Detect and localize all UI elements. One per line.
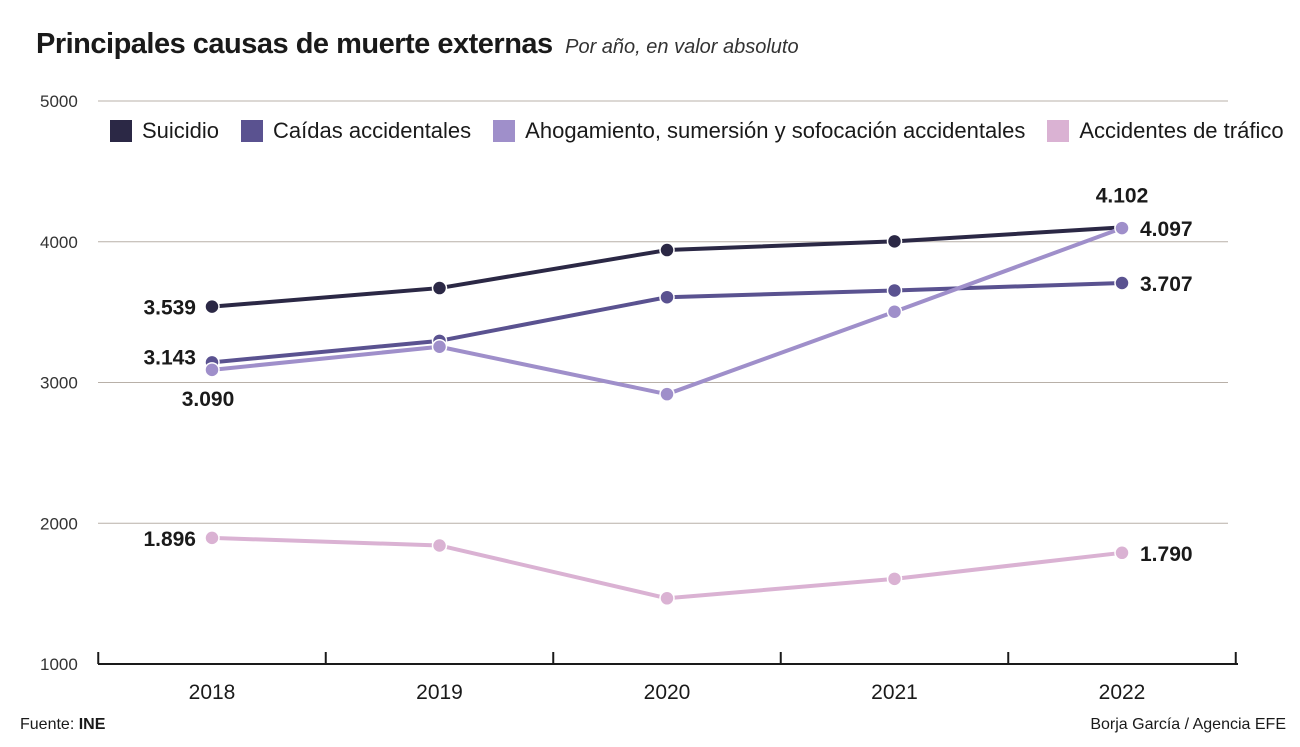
data-point-3-1: [431, 537, 448, 554]
data-label-2-0: 3.090: [182, 388, 235, 411]
source-label: Fuente:: [20, 716, 75, 733]
data-label-1-4: 3.707: [1140, 273, 1193, 296]
series-3: [204, 530, 1130, 607]
data-point-2-0: [204, 362, 220, 378]
data-point-1-2: [659, 289, 675, 305]
source-note: Fuente: INE: [20, 716, 105, 734]
data-point-0-1: [431, 280, 448, 296]
y-tick-label-2000: 2000: [40, 514, 78, 533]
legend-swatch-3: [1047, 120, 1070, 142]
credit-note: Borja García / Agencia EFE: [1090, 716, 1286, 733]
data-point-0-2: [659, 242, 675, 258]
data-point-1-4: [1114, 275, 1130, 291]
legend-swatch-0: [110, 120, 132, 142]
data-point-2-1: [431, 338, 448, 355]
legend: Suicidio Caídas accidentales Ahogamiento, …: [110, 118, 1300, 144]
y-tick-label-1000: 1000: [40, 655, 78, 674]
label-layer: 3.539 4.102 3.143 3.707 3.090 4.097 1.896 1.790: [143, 184, 1192, 565]
series-line-3: [211, 535, 1123, 601]
y-tick-label-3000: 3000: [40, 374, 78, 393]
legend-label-0: Suicidio: [142, 118, 220, 143]
legend-label-1: Caídas accidentales: [273, 118, 472, 143]
y-tick-label-4000: 4000: [40, 233, 78, 252]
legend-label-2: Ahogamiento, sumersión y sofocación acci…: [525, 118, 1026, 143]
data-label-3-0: 1.896: [143, 528, 196, 551]
data-label-0-0: 3.539: [143, 297, 196, 320]
data-point-0-3: [886, 233, 903, 250]
source-value: INE: [78, 716, 106, 733]
legend-swatch-1: [241, 120, 264, 142]
legend-swatch-2: [493, 120, 516, 142]
data-point-3-4: [1114, 545, 1130, 561]
x-tick-label-2020: 2020: [644, 681, 691, 704]
legend-item-1: Caídas accidentales: [241, 118, 471, 144]
data-point-0-0: [204, 298, 220, 315]
x-tick-label-2022: 2022: [1099, 681, 1146, 704]
legend-item-3: Accidentes de tráfico: [1047, 118, 1284, 144]
series-layer: [204, 219, 1130, 607]
legend-item-2: Ahogamiento, sumersión y sofocación acci…: [493, 118, 1025, 144]
legend-item-0: Suicidio: [110, 118, 219, 144]
data-label-1-0: 3.143: [143, 346, 196, 369]
data-point-3-3: [886, 571, 903, 587]
data-label-0-4: 4.102: [1096, 184, 1149, 207]
series-2: [204, 220, 1130, 402]
x-tick-label-2021: 2021: [871, 681, 918, 704]
data-point-2-2: [659, 386, 675, 402]
x-tick-label-2019: 2019: [416, 681, 463, 704]
axis-layer: 1000 2000 3000 4000 5000 2018 2019 2020 2021 2022: [40, 92, 1238, 704]
chart-title: Principales causas de muerte externas: [36, 28, 553, 60]
data-label-3-4: 1.790: [1140, 543, 1193, 566]
data-point-2-4: [1114, 220, 1130, 236]
title-row: Principales causas de muerte externas Po…: [36, 28, 799, 61]
data-point-1-3: [886, 282, 903, 299]
data-label-2-4: 4.097: [1140, 218, 1193, 241]
x-tick-label-2018: 2018: [189, 681, 236, 704]
grid-layer: [98, 100, 1228, 524]
data-point-3-2: [659, 590, 675, 607]
data-point-3-0: [204, 530, 220, 546]
legend-label-3: Accidentes de tráfico: [1079, 118, 1284, 143]
chart-subtitle: Por año, en valor absoluto: [565, 36, 799, 58]
data-point-2-3: [886, 303, 903, 320]
y-tick-label-5000: 5000: [40, 92, 78, 111]
